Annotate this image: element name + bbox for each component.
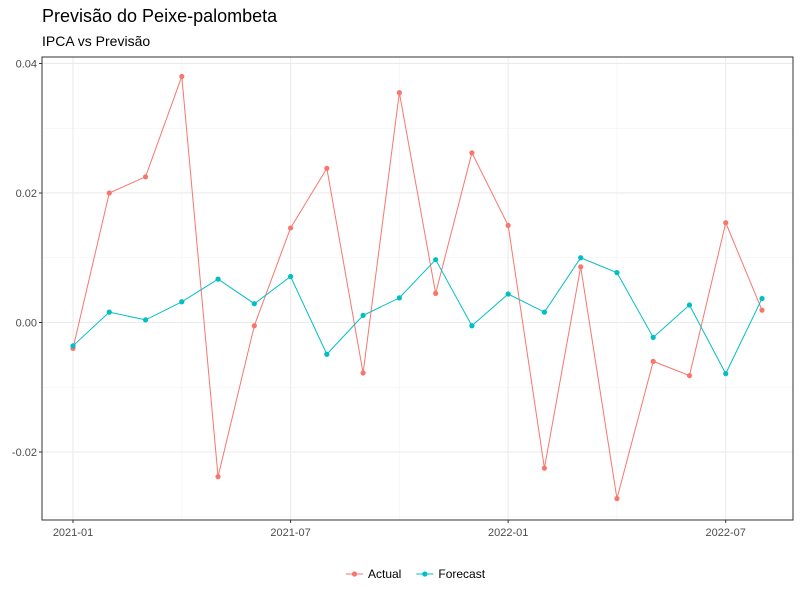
y-tick-label: -0.02 xyxy=(12,447,37,459)
grid xyxy=(42,57,793,520)
data-point-actual xyxy=(469,150,475,156)
data-point-forecast xyxy=(106,309,112,315)
x-tick-label: 2021-07 xyxy=(270,527,310,539)
series-layer xyxy=(70,73,765,502)
y-tick-label: 0.04 xyxy=(16,58,37,70)
data-point-forecast xyxy=(251,301,257,307)
legend-key-point-actual xyxy=(351,571,358,577)
data-point-forecast xyxy=(650,334,656,340)
data-point-actual xyxy=(541,465,548,471)
plot-panel xyxy=(42,57,793,520)
data-point-actual xyxy=(505,222,511,228)
data-point-actual xyxy=(396,90,402,96)
data-point-forecast xyxy=(179,299,185,305)
axes: -0.02 0.00 0.02 0.04 2021-01 2021-07 2022-01 20… xyxy=(12,58,746,539)
data-point-forecast xyxy=(541,309,548,315)
data-point-forecast xyxy=(723,371,729,377)
data-point-forecast xyxy=(396,295,402,301)
data-point-forecast xyxy=(215,276,221,282)
data-point-actual xyxy=(324,165,330,171)
data-point-actual xyxy=(360,370,366,376)
data-point-actual xyxy=(142,174,149,180)
legend-key-point-forecast xyxy=(422,571,428,577)
data-point-forecast xyxy=(614,270,620,276)
x-tick-label: 2022-07 xyxy=(706,527,746,539)
chart-subtitle: IPCA vs Previsão xyxy=(42,33,151,49)
panel-border xyxy=(41,56,794,521)
y-tick-label: 0.02 xyxy=(16,188,37,200)
data-point-forecast xyxy=(578,255,584,261)
data-point-forecast xyxy=(70,343,76,349)
chart-title: Previsão do Peixe-palombeta xyxy=(42,6,278,26)
data-point-forecast xyxy=(505,291,511,297)
series-line-actual xyxy=(72,76,763,499)
data-point-forecast xyxy=(469,323,475,329)
data-point-forecast xyxy=(287,273,294,280)
data-point-actual xyxy=(759,307,765,313)
data-point-actual xyxy=(215,474,221,480)
data-point-forecast xyxy=(142,317,149,323)
data-point-actual xyxy=(578,264,584,270)
legend-label-forecast: Forecast xyxy=(438,567,485,581)
y-tick-label: 0.00 xyxy=(16,317,37,329)
x-tick-label: 2021-01 xyxy=(53,527,93,539)
x-tick-label: 2022-01 xyxy=(488,527,528,539)
data-point-actual xyxy=(179,73,185,80)
data-point-forecast xyxy=(360,312,366,318)
data-point-actual xyxy=(433,290,439,296)
data-point-forecast xyxy=(433,257,439,263)
data-point-actual xyxy=(650,358,656,364)
data-point-actual xyxy=(723,220,729,226)
data-point-actual xyxy=(251,323,257,329)
data-point-actual xyxy=(106,190,112,196)
data-point-actual xyxy=(686,372,693,379)
data-point-forecast xyxy=(686,302,693,308)
legend: Actual Forecast xyxy=(346,567,486,581)
data-point-actual xyxy=(287,225,294,231)
series-line-forecast xyxy=(72,257,763,375)
data-point-forecast xyxy=(324,351,330,357)
data-point-forecast xyxy=(759,295,765,302)
legend-label-actual: Actual xyxy=(368,567,401,581)
data-point-actual xyxy=(614,496,620,502)
